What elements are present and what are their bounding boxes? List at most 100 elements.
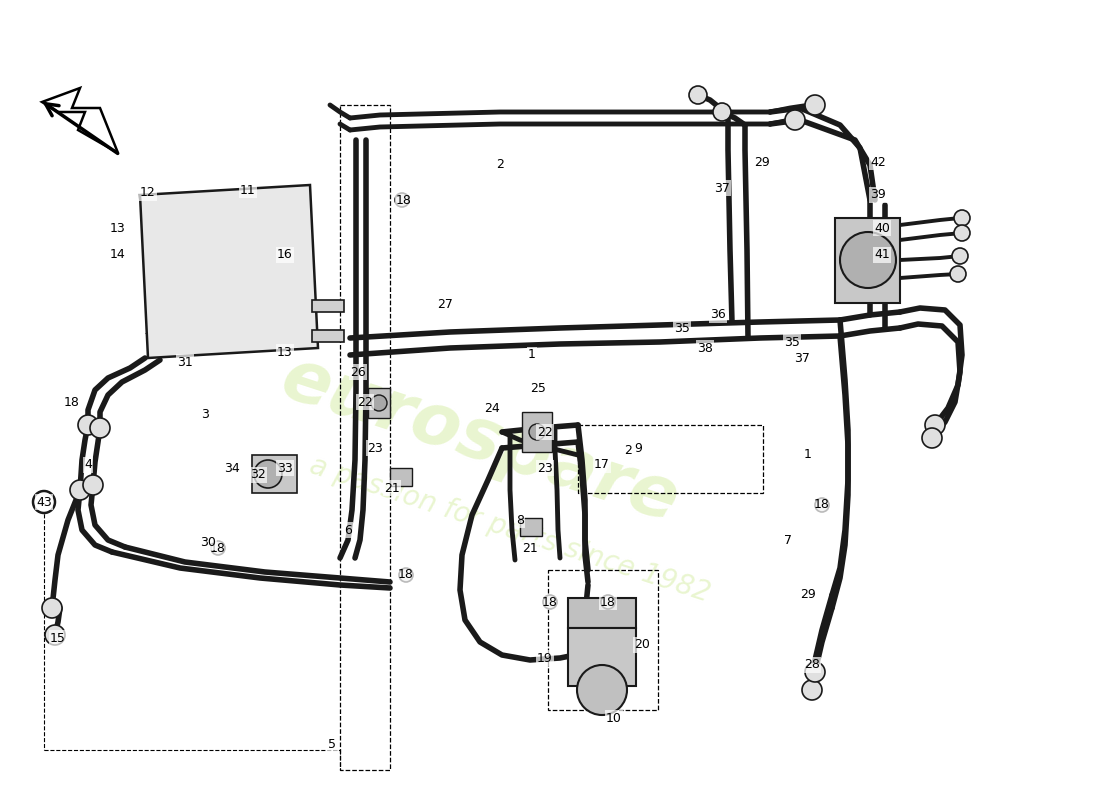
Text: 18: 18 xyxy=(64,395,80,409)
Bar xyxy=(368,388,390,418)
Circle shape xyxy=(78,415,98,435)
Text: 24: 24 xyxy=(484,402,499,414)
Text: 36: 36 xyxy=(711,309,726,322)
Text: 26: 26 xyxy=(350,366,366,378)
Text: 2: 2 xyxy=(496,158,504,171)
Text: 18: 18 xyxy=(601,595,616,609)
Text: 18: 18 xyxy=(542,595,558,609)
Circle shape xyxy=(529,424,544,440)
Circle shape xyxy=(395,193,409,207)
Circle shape xyxy=(815,498,829,512)
Bar xyxy=(578,665,627,690)
Circle shape xyxy=(45,625,65,645)
Text: 23: 23 xyxy=(537,462,553,474)
Text: 37: 37 xyxy=(714,182,730,194)
Text: 22: 22 xyxy=(537,426,553,438)
Text: 37: 37 xyxy=(794,351,810,365)
Circle shape xyxy=(689,86,707,104)
Circle shape xyxy=(713,103,732,121)
Circle shape xyxy=(840,232,896,288)
Text: 35: 35 xyxy=(674,322,690,334)
Text: 7: 7 xyxy=(784,534,792,546)
Text: 41: 41 xyxy=(874,249,890,262)
Text: eurospare: eurospare xyxy=(273,343,688,537)
Bar xyxy=(568,598,636,628)
Text: 16: 16 xyxy=(277,249,293,262)
Circle shape xyxy=(578,665,627,715)
Text: 10: 10 xyxy=(606,711,621,725)
Polygon shape xyxy=(140,185,318,358)
Circle shape xyxy=(42,598,62,618)
Text: 19: 19 xyxy=(537,651,553,665)
Circle shape xyxy=(543,595,557,609)
Text: 13: 13 xyxy=(110,222,125,234)
Text: 31: 31 xyxy=(177,355,192,369)
Text: 29: 29 xyxy=(800,589,816,602)
Text: 2: 2 xyxy=(624,443,631,457)
Text: 13: 13 xyxy=(277,346,293,358)
Text: 15: 15 xyxy=(51,631,66,645)
Text: 35: 35 xyxy=(784,335,800,349)
Circle shape xyxy=(925,415,945,435)
Bar xyxy=(548,570,658,710)
Text: 43: 43 xyxy=(36,495,52,509)
Text: a passion for parts since 1982: a passion for parts since 1982 xyxy=(306,452,714,608)
Circle shape xyxy=(601,595,615,609)
Text: 27: 27 xyxy=(437,298,453,311)
Circle shape xyxy=(952,248,968,264)
Circle shape xyxy=(82,475,103,495)
Text: 22: 22 xyxy=(358,395,373,409)
Text: 20: 20 xyxy=(634,638,650,651)
Text: 5: 5 xyxy=(328,738,336,751)
Bar xyxy=(312,330,344,342)
Text: 6: 6 xyxy=(344,523,352,537)
Text: 11: 11 xyxy=(240,183,256,197)
Circle shape xyxy=(805,662,825,682)
Text: 12: 12 xyxy=(140,186,156,199)
Text: 21: 21 xyxy=(522,542,538,554)
Text: 42: 42 xyxy=(870,155,886,169)
Text: 33: 33 xyxy=(277,462,293,474)
Text: 18: 18 xyxy=(210,542,225,554)
Text: 1: 1 xyxy=(804,449,812,462)
Circle shape xyxy=(211,541,226,555)
Circle shape xyxy=(805,95,825,115)
Bar xyxy=(390,468,412,486)
Bar xyxy=(522,412,552,452)
Text: 29: 29 xyxy=(755,155,770,169)
Text: 39: 39 xyxy=(870,189,886,202)
Text: 40: 40 xyxy=(874,222,890,234)
Text: 23: 23 xyxy=(367,442,383,454)
Text: 21: 21 xyxy=(384,482,400,494)
Text: 30: 30 xyxy=(200,535,216,549)
Circle shape xyxy=(954,225,970,241)
Text: 18: 18 xyxy=(398,569,414,582)
Circle shape xyxy=(90,418,110,438)
Text: 14: 14 xyxy=(110,249,125,262)
Bar xyxy=(340,105,390,770)
Text: 3: 3 xyxy=(201,409,209,422)
Text: 9: 9 xyxy=(634,442,642,454)
Circle shape xyxy=(785,110,805,130)
Bar xyxy=(312,300,344,312)
Text: 34: 34 xyxy=(224,462,240,474)
Bar xyxy=(578,425,763,493)
Text: 18: 18 xyxy=(814,498,829,511)
Bar xyxy=(520,518,542,536)
Text: 38: 38 xyxy=(697,342,713,354)
Polygon shape xyxy=(42,88,118,153)
Circle shape xyxy=(954,210,970,226)
Text: 17: 17 xyxy=(594,458,609,471)
Bar xyxy=(568,628,636,686)
Text: 25: 25 xyxy=(530,382,546,394)
Circle shape xyxy=(950,266,966,282)
Circle shape xyxy=(371,395,387,411)
Text: 4: 4 xyxy=(84,458,92,471)
Circle shape xyxy=(254,460,282,488)
Text: 18: 18 xyxy=(396,194,411,206)
Circle shape xyxy=(922,428,942,448)
Bar xyxy=(252,455,297,493)
Text: 1: 1 xyxy=(528,349,536,362)
Bar xyxy=(835,218,900,303)
Circle shape xyxy=(33,491,55,513)
